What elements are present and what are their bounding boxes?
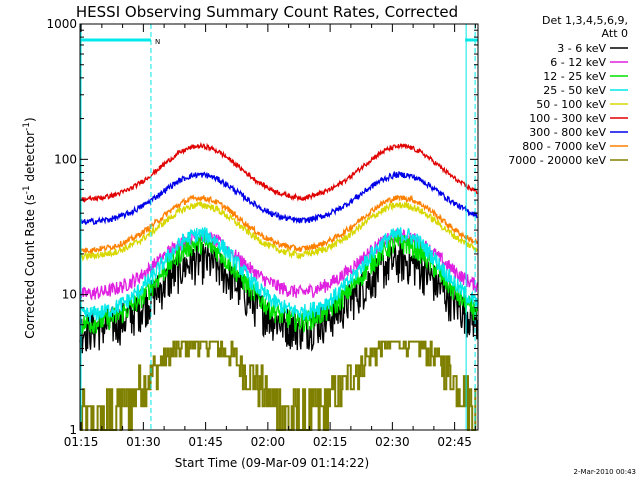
overlay-layer: N	[80, 24, 478, 430]
series-line	[79, 200, 478, 262]
footer-timestamp: 2-Mar-2010 00:43	[574, 468, 636, 476]
x-tick-label: 02:45	[437, 435, 472, 449]
plot-frame	[79, 23, 479, 431]
series-300-800kev	[79, 170, 478, 226]
series-line	[79, 170, 478, 226]
x-axis-label: Start Time (09-Mar-09 01:14:22)	[175, 456, 369, 470]
y-tick-label: 100	[54, 152, 77, 166]
series-800-7000kev	[79, 193, 479, 255]
y-tick-label: 10	[62, 288, 77, 302]
legend-label: 50 - 100 keV	[536, 98, 606, 111]
y-axis-label: Corrected Count Rate (s-1 detector-1)	[22, 117, 37, 338]
legend-label: 3 - 6 keV	[557, 42, 606, 55]
legend-label: 12 - 25 keV	[543, 70, 606, 83]
series-7000-20000kev	[80, 340, 478, 431]
series-25-50kev	[79, 227, 479, 323]
series-100-300kev	[79, 141, 478, 203]
legend-label: 100 - 300 keV	[529, 112, 606, 125]
legend-label: 7000 - 20000 keV	[508, 154, 606, 167]
x-tick-label: 01:45	[188, 435, 223, 449]
x-tick-label: 02:15	[313, 435, 348, 449]
series-50-100kev	[79, 200, 478, 262]
x-tick-label: 02:00	[251, 435, 286, 449]
legend-header-line2: Att 0	[602, 27, 628, 40]
y-tick-label: 1000	[46, 17, 77, 31]
x-tick-label: 01:30	[126, 435, 161, 449]
legend-header-line1: Det 1,3,4,5,6,9,	[542, 14, 628, 27]
legend-label: 25 - 50 keV	[543, 84, 606, 97]
y-tick-label: 1	[69, 423, 77, 437]
series-line	[80, 340, 478, 431]
x-tick-label: 02:30	[375, 435, 410, 449]
series-line	[79, 141, 478, 203]
y-axis: 1 10 100 1000	[46, 17, 478, 437]
legend-label: 300 - 800 keV	[529, 126, 606, 139]
series-line	[79, 193, 479, 255]
legend-label: 800 - 7000 keV	[522, 140, 606, 153]
legend-label: 6 - 12 keV	[550, 56, 606, 69]
chart-title: HESSI Observing Summary Count Rates, Cor…	[76, 3, 458, 21]
flag-label: N	[155, 38, 160, 46]
series-line	[79, 227, 479, 323]
x-tick-label: 01:15	[64, 435, 99, 449]
x-axis: 01:15 01:30 01:45 02:00 02:15 02:30 02:45	[64, 24, 476, 449]
data-layer	[79, 141, 479, 431]
